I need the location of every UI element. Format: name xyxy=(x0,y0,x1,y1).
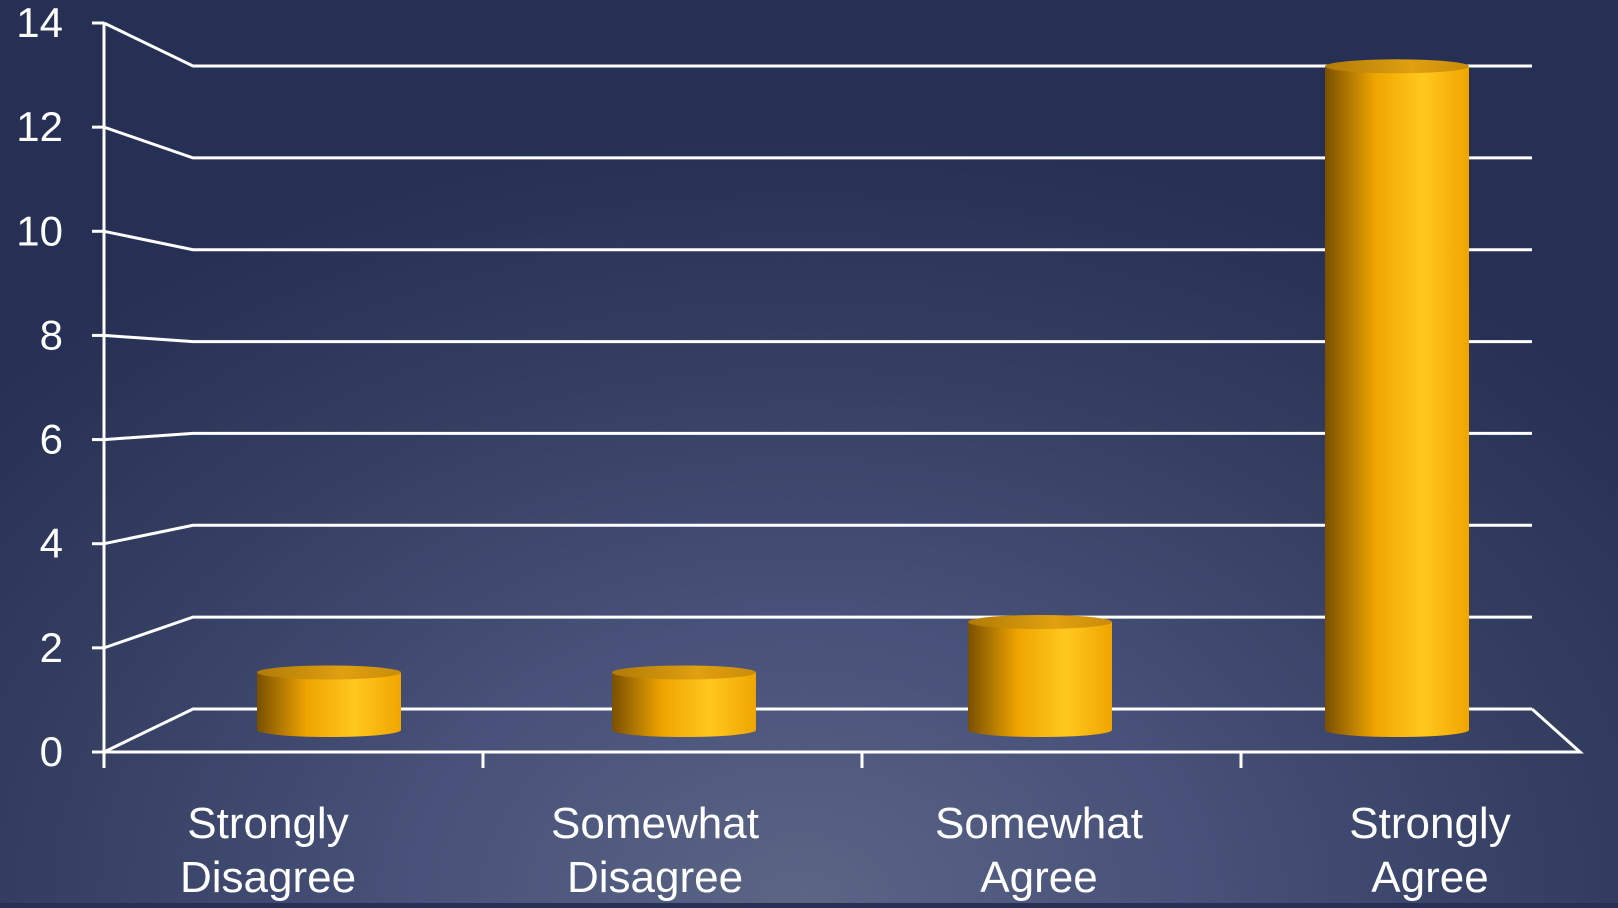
y-tick-label: 0 xyxy=(40,728,63,775)
axes xyxy=(92,21,1584,768)
gridlines xyxy=(103,21,1532,754)
x-tick-label: Strongly Disagree xyxy=(180,799,356,902)
x-tick-label: Strongly Agree xyxy=(1349,799,1510,902)
y-tick-label: 6 xyxy=(40,416,63,463)
bar xyxy=(612,665,756,737)
gridline xyxy=(103,431,1532,442)
y-tick-label: 10 xyxy=(16,207,63,254)
y-tick-label: 4 xyxy=(40,520,63,567)
gridline xyxy=(103,615,1532,650)
gridline xyxy=(103,229,1532,252)
bar xyxy=(1325,59,1469,737)
y-tick-label: 8 xyxy=(40,311,63,358)
gridline xyxy=(103,333,1532,344)
gridline xyxy=(103,523,1532,546)
y-tick-label: 2 xyxy=(40,624,63,671)
y-axis xyxy=(92,21,106,768)
y-tick-label: 14 xyxy=(16,0,63,46)
gridline xyxy=(103,21,1532,68)
x-tick-label: Somewhat Disagree xyxy=(551,799,759,902)
y-tick-labels: 0 2 4 6 8 10 12 14 xyxy=(16,0,63,775)
bar xyxy=(968,614,1112,737)
x-tick-labels: Strongly Disagree Somewhat Disagree Somewhat… xyxy=(180,799,1511,902)
gridline xyxy=(103,125,1532,160)
bar xyxy=(257,665,401,737)
x-tick-label: Somewhat Agree xyxy=(935,799,1143,902)
y-tick-label: 12 xyxy=(16,103,63,150)
bars xyxy=(257,59,1469,737)
